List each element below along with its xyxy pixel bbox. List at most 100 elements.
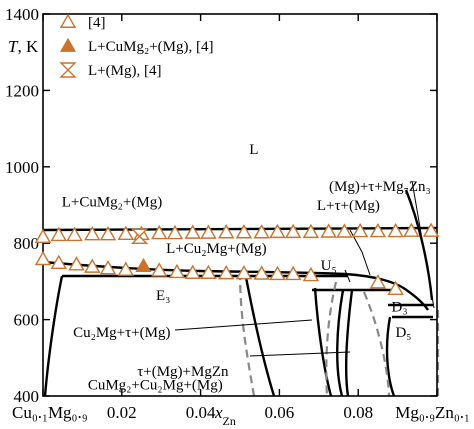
data-point-0-16 — [302, 223, 320, 239]
region-label-7: D₃ — [392, 300, 408, 316]
tau-boundary-curve-4 — [385, 316, 396, 397]
leader-mg-tau-mg7zn3 — [411, 180, 435, 309]
legend-label-0: [4] — [88, 15, 106, 31]
data-point-0-15 — [284, 223, 302, 239]
data-point-0-13 — [253, 224, 270, 239]
y-axis-label-symbol: T — [8, 37, 19, 56]
data-point-0-8 — [166, 224, 184, 240]
region-label-5: U₅ — [321, 258, 337, 274]
region-label-2: L+τ+(Mg) — [317, 198, 380, 214]
data-point-0-39 — [302, 266, 320, 282]
data-point-0-23 — [422, 222, 440, 237]
data-point-0-12 — [235, 224, 253, 239]
y-axis-label-unit: , K — [17, 37, 39, 56]
legend-marker-1 — [59, 37, 77, 52]
y-tick-label-600: 600 — [14, 311, 40, 330]
data-markers — [34, 222, 440, 295]
region-label-6: E₃ — [156, 288, 170, 304]
data-point-0-27 — [84, 258, 101, 273]
data-point-0-18 — [336, 223, 353, 238]
region-label-11: CuMg₂+Cu₂Mg+(Mg) — [88, 378, 223, 394]
data-point-0-21 — [387, 222, 404, 238]
data-point-0-2 — [66, 226, 83, 242]
data-point-0-11 — [218, 224, 235, 239]
x-tick-label-2: 0.04 — [186, 403, 216, 422]
y-tick-label-1200: 1200 — [5, 81, 39, 100]
x-axis-label: xZn — [214, 403, 236, 428]
region-label-0: L — [249, 142, 258, 158]
phase-boundaries — [42, 189, 440, 397]
data-point-0-28 — [99, 260, 117, 275]
tau-boundary-curve-1 — [313, 287, 333, 397]
x-tick-label-5: Mg₀.₉Zn₀.₁ — [395, 403, 470, 422]
data-point-0-40 — [369, 274, 387, 289]
region-label-10: τ+(Mg)+MgZn — [137, 364, 229, 380]
data-point-0-1 — [50, 226, 67, 242]
left-boundary-curve — [43, 275, 64, 397]
plot-frame — [42, 13, 438, 397]
dashed-boundary-1 — [238, 271, 256, 397]
data-point-0-5 — [117, 225, 134, 240]
data-point-0-26 — [68, 256, 85, 271]
data-point-0-38 — [284, 265, 302, 281]
label-leader-lines — [174, 180, 435, 357]
mg7zn3-boundary-curve — [404, 189, 434, 301]
x-tick-label-1: 0.02 — [107, 403, 137, 422]
legend-marker-0 — [59, 13, 77, 28]
y-tick-label-400: 400 — [14, 387, 40, 406]
data-point-0-14 — [269, 223, 286, 239]
y-tick-label-1400: 1400 — [5, 5, 39, 24]
legend-marker-2 — [59, 62, 77, 78]
data-point-0-24 — [34, 250, 52, 266]
axis-ticks: 400 600 800 1000 1200 1400 Cu₀.₁Mg₀.₉ 0.02 0.04 0… — [5, 5, 470, 422]
data-point-0-4 — [99, 226, 117, 241]
data-point-0-35 — [235, 264, 253, 280]
data-point-0-7 — [151, 224, 168, 240]
data-point-0-20 — [369, 222, 387, 238]
x-tick-label-4: 0.08 — [343, 403, 373, 422]
data-point-0-36 — [253, 265, 270, 280]
y-tick-label-800: 800 — [14, 234, 40, 253]
data-point-0-41 — [387, 280, 404, 295]
dashed-boundary-2 — [325, 281, 338, 397]
data-point-2-0 — [130, 228, 149, 245]
data-point-0-19 — [351, 222, 369, 238]
data-point-0-33 — [200, 264, 217, 279]
leader-l-tau-mg — [349, 229, 371, 276]
data-point-0-17 — [320, 223, 337, 238]
tau-boundary-curve-2 — [336, 289, 345, 397]
cu2mg-boundary-curve-1 — [243, 271, 276, 397]
data-point-0-0 — [34, 228, 52, 244]
leader-u5 — [344, 269, 351, 283]
region-labels: L L+CuMg₂+(Mg) L+τ+(Mg) (Mg)+τ+Mg₇Zn₃ L+Cu₂M… — [62, 142, 431, 393]
x-tick-label-0: Cu₀.₁Mg₀.₉ — [12, 403, 88, 422]
legend-label-1: L+CuMg₂+(Mg), [4] — [88, 39, 213, 55]
region-label-4: L+Cu₂Mg+(Mg) — [166, 241, 266, 257]
data-point-0-31 — [168, 263, 186, 279]
data-point-0-34 — [218, 264, 235, 280]
x-tick-label-3: 0.06 — [265, 403, 295, 422]
y-axis-label: T, K — [8, 37, 39, 56]
region-label-9: Cu₂Mg+τ+(Mg) — [73, 325, 170, 341]
data-point-1-0 — [135, 257, 152, 272]
region-label-1: L+CuMg₂+(Mg) — [62, 195, 162, 211]
legend-label-2: L+(Mg), [4] — [88, 63, 161, 79]
region-label-3: (Mg)+τ+Mg₇Zn₃ — [329, 179, 431, 195]
leader-cu2mg-tau-mg — [174, 319, 313, 331]
y-tick-label-1000: 1000 — [5, 158, 39, 177]
data-point-0-30 — [151, 262, 168, 277]
liquidus-lower-curve — [42, 260, 429, 311]
data-point-0-37 — [269, 265, 286, 281]
leader-tau-mg-mgzn — [249, 351, 351, 357]
data-point-0-3 — [84, 226, 101, 241]
data-point-0-29 — [117, 261, 134, 276]
data-point-0-25 — [50, 254, 67, 270]
x-axis-label-symbol: x — [214, 403, 223, 422]
region-label-8: D₅ — [395, 325, 411, 341]
dashed-boundary-3 — [362, 291, 391, 397]
data-point-0-9 — [184, 224, 201, 239]
data-point-0-32 — [184, 264, 201, 279]
data-point-0-10 — [200, 224, 217, 239]
tau-boundary-curve-3 — [344, 289, 354, 397]
